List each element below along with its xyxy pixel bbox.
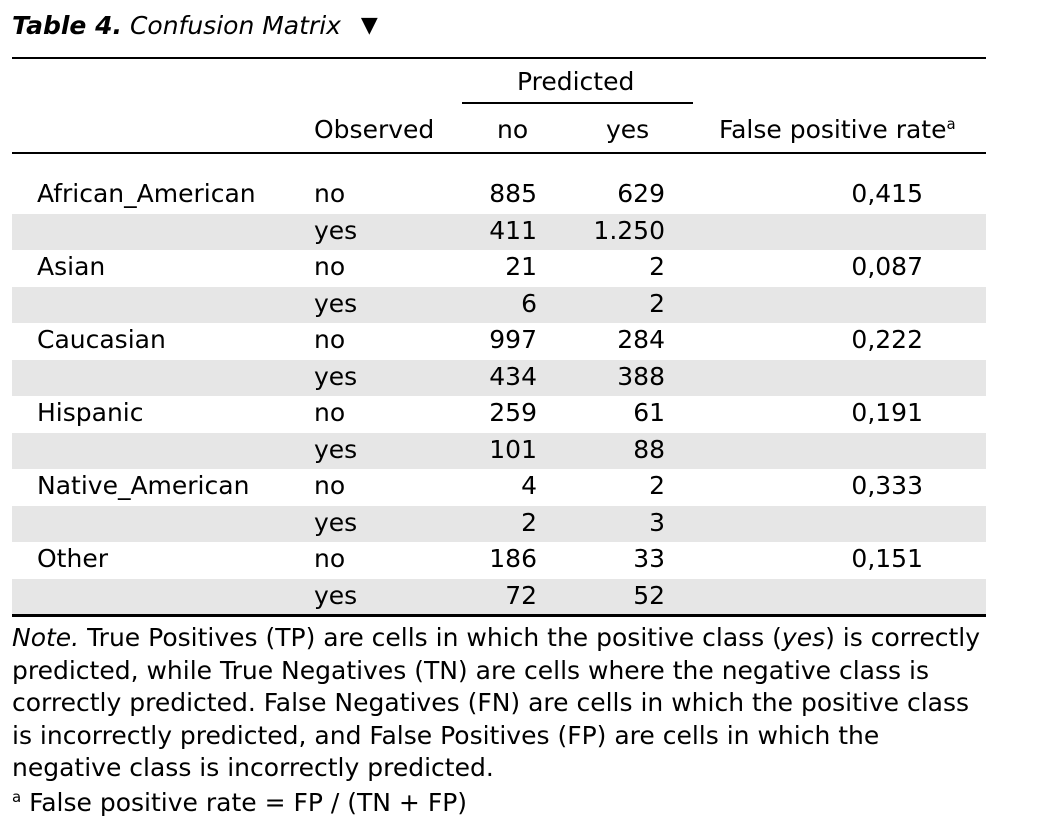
predicted-spanner-rule [462, 102, 693, 104]
group-label: Asian [37, 252, 106, 281]
row-shading [12, 432, 986, 469]
observed-cell: no [314, 398, 346, 427]
row-shading [12, 359, 986, 396]
header-bottom-rule [12, 152, 986, 154]
collapse-toggle-icon[interactable]: ▼ [360, 13, 378, 38]
predicted-yes-cell: 52 [633, 580, 665, 610]
predicted-yes-cell: 33 [633, 544, 665, 573]
table-top-rule [12, 57, 986, 59]
observed-cell: no [314, 471, 346, 500]
table-title: Confusion Matrix [129, 11, 341, 40]
predicted-no-cell: 2 [521, 507, 537, 537]
fpr-header-footnote-marker: a [946, 115, 956, 133]
predicted-yes-cell: 2 [649, 252, 665, 281]
observed-header: Observed [314, 115, 435, 144]
predicted-no-header: no [497, 115, 529, 144]
predicted-yes-cell: 2 [649, 471, 665, 500]
group-label: Caucasian [37, 325, 166, 354]
predicted-yes-cell: 88 [633, 434, 665, 464]
table-bottom-rule [12, 614, 986, 617]
observed-cell: no [314, 252, 346, 281]
observed-cell: yes [314, 288, 358, 318]
fpr-header-label: False positive rate [719, 115, 947, 144]
note-emphasis: yes [781, 623, 826, 652]
table-note: Note. True Positives (TP) are cells in w… [12, 622, 992, 785]
observed-cell: no [314, 179, 346, 208]
predicted-no-cell: 101 [489, 434, 537, 464]
row-shading [12, 505, 986, 542]
row-shading [12, 286, 986, 323]
false-positive-rate-cell: 0,191 [851, 398, 923, 427]
false-positive-rate-cell: 0,333 [851, 471, 923, 500]
observed-cell: yes [314, 434, 358, 464]
row-shading [12, 578, 986, 615]
observed-cell: yes [314, 580, 358, 610]
predicted-no-cell: 186 [489, 544, 537, 573]
observed-cell: yes [314, 215, 358, 245]
predicted-no-cell: 72 [505, 580, 537, 610]
predicted-yes-cell: 388 [617, 361, 665, 391]
note-label: Note. [12, 623, 80, 652]
predicted-no-cell: 885 [489, 179, 537, 208]
false-positive-rate-cell: 0,151 [851, 544, 923, 573]
table-caption: Table 4. Confusion Matrix ▼ [12, 10, 378, 42]
predicted-no-cell: 411 [489, 215, 537, 245]
group-label: African_American [37, 179, 256, 208]
observed-cell: yes [314, 361, 358, 391]
false-positive-rate-cell: 0,087 [851, 252, 923, 281]
false-positive-rate-cell: 0,415 [851, 179, 923, 208]
predicted-no-cell: 6 [521, 288, 537, 318]
predicted-yes-cell: 629 [617, 179, 665, 208]
false-positive-rate-cell: 0,222 [851, 325, 923, 354]
predicted-no-cell: 21 [505, 252, 537, 281]
group-label: Hispanic [37, 398, 144, 427]
predicted-no-cell: 434 [489, 361, 537, 391]
row-shading [12, 213, 986, 250]
predicted-no-cell: 4 [521, 471, 537, 500]
footnote-marker: a [12, 788, 22, 806]
predicted-yes-cell: 61 [633, 398, 665, 427]
group-label: Other [37, 544, 108, 573]
predicted-yes-header: yes [606, 115, 650, 144]
footnote-text: False positive rate = FP / (TN + FP) [21, 788, 468, 817]
predicted-header: Predicted [517, 67, 635, 96]
group-label: Native_American [37, 471, 250, 500]
observed-cell: no [314, 544, 346, 573]
predicted-yes-cell: 2 [649, 288, 665, 318]
table-footnote: a False positive rate = FP / (TN + FP) [12, 786, 467, 820]
observed-cell: yes [314, 507, 358, 537]
predicted-yes-cell: 284 [617, 325, 665, 354]
fpr-header: False positive ratea [719, 112, 956, 148]
predicted-yes-cell: 1.250 [593, 215, 665, 245]
note-text-2: ) is correctly predicted, while True Neg… [12, 623, 981, 782]
predicted-no-cell: 259 [489, 398, 537, 427]
predicted-yes-cell: 3 [649, 507, 665, 537]
table-number: Table 4. [12, 11, 122, 40]
predicted-no-cell: 997 [489, 325, 537, 354]
note-text-1: True Positives (TP) are cells in which t… [79, 623, 782, 652]
observed-cell: no [314, 325, 346, 354]
